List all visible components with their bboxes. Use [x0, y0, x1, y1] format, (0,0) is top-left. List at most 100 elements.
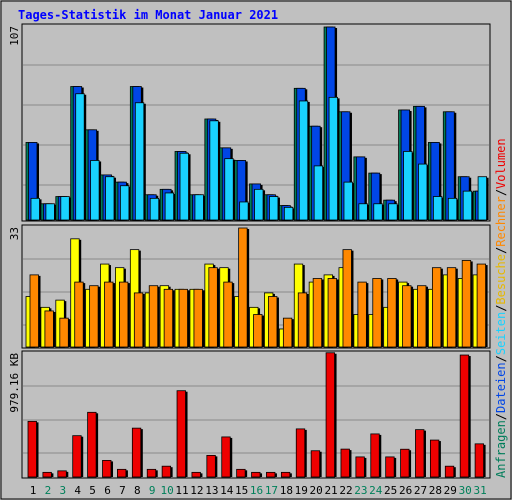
- bar-volumen-day-23: [355, 456, 365, 478]
- x-axis-day-labels: 1 2 3 4 5 6 7 8 9 10 11 12 13 14 15 16 17 18 19 20 21 22 23 24 2…: [30, 484, 487, 497]
- chart-bars: [25, 26, 489, 478]
- bar-volumen-day-3: [57, 470, 67, 478]
- day-label-24: 24: [369, 484, 383, 497]
- day-label-23: 23: [354, 484, 367, 497]
- bar-seiten-day-9: [149, 197, 160, 221]
- day-label-8: 8: [134, 484, 141, 497]
- bar-volumen-day-7: [117, 468, 127, 478]
- legend-item-besuche: Besuche: [494, 254, 508, 305]
- bar-rechner-day-24: [372, 278, 382, 348]
- y-axis-labels: 107 33 979.16 KB: [8, 26, 21, 413]
- y-max-label-middle: 33: [8, 227, 21, 240]
- bar-rechner-day-5: [89, 285, 99, 348]
- bar-volumen-day-4: [72, 435, 82, 478]
- bar-seiten-day-21: [328, 96, 338, 221]
- bar-rechner-day-18: [282, 317, 293, 348]
- legend-item-anfragen: Anfragen: [494, 420, 508, 478]
- day-label-3: 3: [59, 484, 66, 497]
- bar-rechner-day-15: [238, 227, 248, 348]
- bar-rechner-day-29: [446, 267, 457, 348]
- bar-volumen-day-26: [400, 448, 410, 478]
- day-label-12: 12: [190, 484, 203, 497]
- day-label-30: 30: [459, 484, 472, 497]
- legend-separator: /: [494, 247, 508, 254]
- bar-volumen-day-24: [370, 433, 380, 478]
- bar-rechner-day-13: [208, 267, 218, 348]
- bar-seiten-day-31: [477, 176, 487, 221]
- bar-seiten-day-24: [373, 203, 383, 221]
- day-label-6: 6: [104, 484, 111, 497]
- bar-rechner-day-11: [178, 288, 188, 348]
- day-label-5: 5: [89, 484, 96, 497]
- bar-volumen-day-29: [444, 465, 455, 478]
- bar-rechner-day-20: [312, 278, 323, 348]
- bar-seiten-day-27: [418, 163, 428, 221]
- day-label-7: 7: [119, 484, 126, 497]
- bar-rechner-day-4: [74, 281, 84, 348]
- bar-seiten-day-6: [105, 176, 115, 221]
- bar-volumen-day-25: [385, 456, 395, 478]
- legend-item-volumen: Volumen: [494, 138, 508, 189]
- bar-rechner-day-25: [387, 278, 397, 348]
- bar-volumen-day-17: [266, 471, 276, 478]
- day-label-31: 31: [473, 484, 486, 497]
- day-label-29: 29: [444, 484, 457, 497]
- bar-volumen-day-5: [87, 411, 97, 478]
- bar-rechner-day-22: [342, 249, 352, 348]
- day-label-11: 11: [175, 484, 188, 497]
- bar-volumen-day-18: [280, 471, 291, 478]
- bar-volumen-day-10: [161, 465, 172, 478]
- bar-seiten-day-26: [403, 151, 413, 221]
- bar-seiten-day-25: [388, 203, 398, 221]
- bar-seiten-day-17: [269, 196, 279, 221]
- bar-volumen-day-22: [340, 448, 350, 478]
- bar-volumen-day-15: [236, 468, 246, 478]
- bar-volumen-day-27: [415, 429, 425, 478]
- bar-seiten-day-22: [343, 181, 353, 221]
- panel-frame-2: [21, 350, 491, 479]
- day-label-2: 2: [45, 484, 52, 497]
- bar-rechner-day-21: [327, 278, 337, 348]
- day-label-9: 9: [149, 484, 156, 497]
- bar-volumen-day-1: [27, 420, 37, 478]
- bar-rechner-day-2: [44, 310, 54, 348]
- bar-rechner-day-9: [148, 285, 159, 348]
- bar-volumen-day-16: [251, 471, 261, 478]
- bar-rechner-day-8: [133, 292, 144, 348]
- day-label-27: 27: [414, 484, 427, 497]
- day-label-10: 10: [161, 484, 174, 497]
- bar-volumen-day-21: [325, 352, 335, 478]
- bar-volumen-day-20: [310, 450, 321, 478]
- bar-rechner-day-7: [119, 281, 129, 348]
- day-label-19: 19: [295, 484, 308, 497]
- legend-separator: /: [494, 189, 508, 196]
- legend-separator: /: [494, 413, 508, 420]
- bar-seiten-day-19: [298, 100, 309, 221]
- bar-volumen-day-8: [131, 427, 142, 478]
- bar-seiten-day-4: [75, 93, 85, 221]
- bar-seiten-day-8: [134, 102, 145, 221]
- bar-seiten-day-23: [358, 203, 368, 221]
- day-label-17: 17: [265, 484, 278, 497]
- day-label-14: 14: [220, 484, 234, 497]
- bar-rechner-day-28: [431, 267, 442, 348]
- legend-right: Anfragen/Dateien/Seiten/Besuche/Rechner/…: [494, 138, 508, 478]
- day-label-28: 28: [429, 484, 442, 497]
- bar-volumen-day-2: [42, 471, 52, 478]
- bar-seiten-day-10: [164, 192, 175, 221]
- bar-seiten-day-12: [194, 194, 204, 221]
- day-label-18: 18: [280, 484, 293, 497]
- day-label-21: 21: [324, 484, 337, 497]
- day-label-26: 26: [399, 484, 412, 497]
- bar-seiten-day-30: [462, 190, 473, 221]
- bar-seiten-day-3: [60, 196, 70, 221]
- legend-item-seiten: Seiten: [494, 312, 508, 355]
- bar-seiten-day-5: [90, 160, 100, 221]
- bar-volumen-day-30: [459, 354, 470, 478]
- legend-separator: /: [494, 355, 508, 362]
- bar-rechner-day-3: [59, 317, 69, 348]
- bar-seiten-day-1: [30, 197, 40, 221]
- bar-seiten-day-14: [224, 158, 234, 221]
